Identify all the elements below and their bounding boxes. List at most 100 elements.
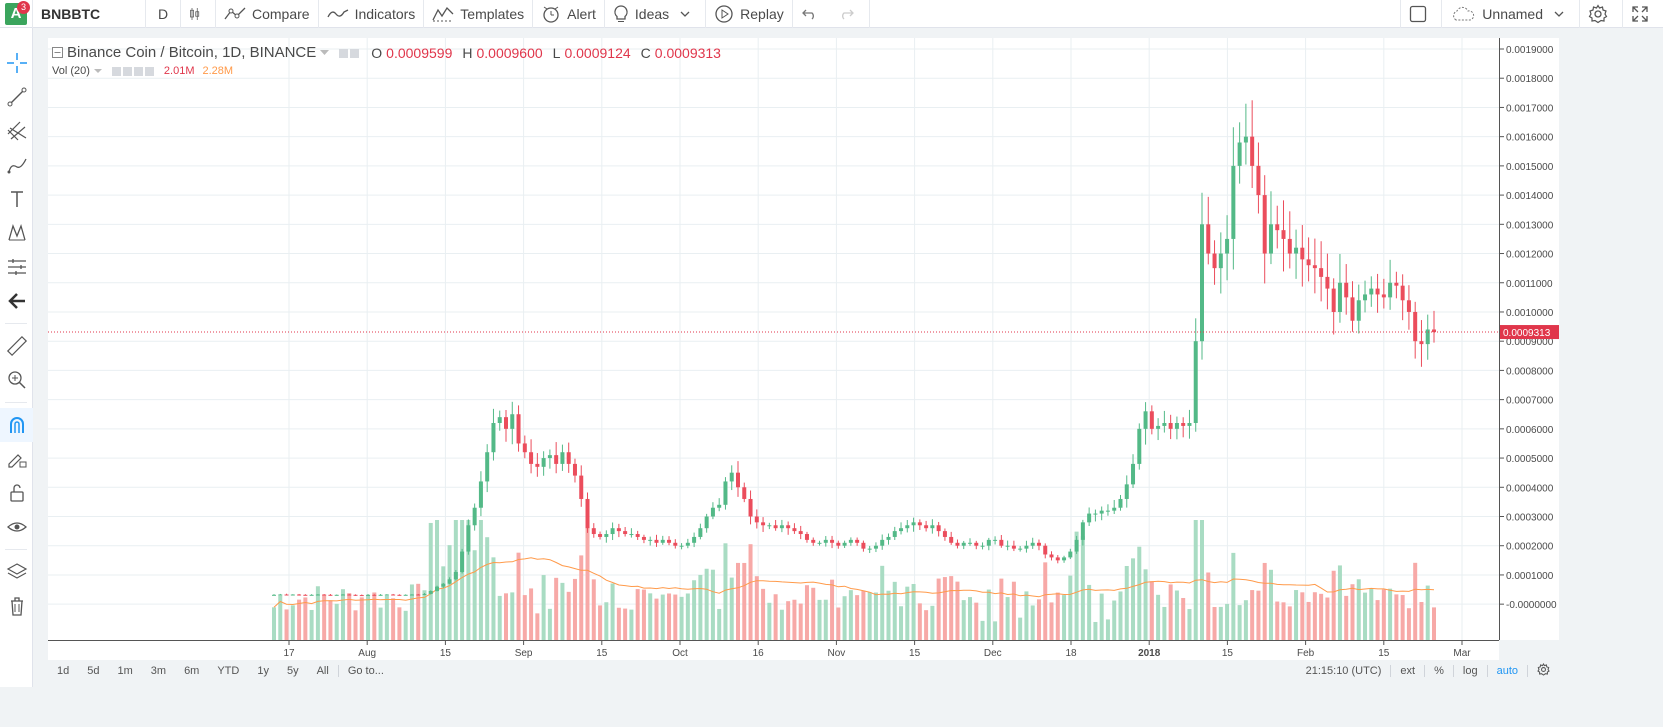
volume-bar [290,605,295,640]
fullscreen-layout-button[interactable] [1400,0,1443,28]
candle-body [1206,224,1211,254]
remove-drawings-tool[interactable] [0,589,33,623]
interval-button[interactable]: D [146,0,181,28]
alarm-clock-icon [543,6,559,23]
indicators-button[interactable]: Indicators [319,0,425,28]
measure-tool[interactable] [0,329,33,363]
price-tick-label: 0.0009000 [1506,337,1554,348]
symbol-search-button[interactable]: BNBBTC [33,0,146,28]
replay-label: Replay [740,5,784,22]
volume-bar [930,605,935,640]
volume-bar [1381,589,1386,640]
volume-bar [366,594,371,640]
range-ytd[interactable]: YTD [217,664,240,677]
candle-body [629,534,634,536]
user-menu-button[interactable]: A 3 [0,0,33,28]
compare-button[interactable]: Compare [216,0,319,28]
volume-bar [1181,597,1186,640]
clock[interactable]: 21:15:10 (UTC) [1305,664,1382,677]
zoom-tool[interactable] [0,363,33,397]
price-scale[interactable]: 0.0019000 0.0018000 0.0017000 0.0016000 0.00… [1499,38,1560,640]
range-3m[interactable]: 3m [150,664,167,677]
log-scale-toggle[interactable]: log [1462,664,1478,677]
candle-body [1344,282,1349,298]
time-axis[interactable]: 17 Aug 15 Sep 15 Oct 16 Nov 15 Dec 18 2018 15 Feb 15 Ma… [48,641,1499,661]
candles-icon [190,7,200,20]
volume-bar [1043,562,1048,640]
last-price-label: 0.0009313 [1503,328,1551,339]
chart-style-button[interactable] [181,0,216,28]
percent-scale-toggle[interactable]: % [1434,664,1444,677]
stay-in-drawing-mode-tool[interactable] [0,442,33,476]
gear-icon [1537,662,1550,676]
volume-bar [767,602,772,640]
range-1d[interactable]: 1d [57,664,70,677]
candle-body [1306,259,1311,266]
legend-actions[interactable] [339,45,361,61]
extended-hours-toggle[interactable]: ext [1400,664,1416,677]
volume-bar [623,608,628,640]
volume-bar [836,607,841,640]
range-1y[interactable]: 1y [257,664,269,677]
volume-value: 2.01M [163,65,195,77]
chevron-down-icon[interactable] [93,68,102,74]
brush-tool[interactable] [0,148,33,182]
range-6m[interactable]: 6m [184,664,200,677]
magnet-tool[interactable] [0,408,33,442]
range-all[interactable]: All [316,664,329,677]
alert-label: Alert [567,5,596,22]
candle-body [861,542,866,549]
range-5d[interactable]: 5d [87,664,100,677]
undo-button[interactable] [793,0,831,28]
candle-body [1187,423,1192,426]
redo-button[interactable] [831,0,870,28]
hide-drawings-tool[interactable] [0,510,33,544]
candle-body [1162,423,1167,426]
fullscreen-button[interactable] [1623,0,1663,28]
indicator-actions[interactable] [111,65,156,77]
lock-drawings-tool[interactable] [0,476,33,510]
trend-line-tool[interactable] [0,80,33,114]
volume-bar [880,565,885,640]
prediction-tool[interactable] [0,250,33,284]
chevron-down-icon[interactable] [320,49,330,56]
hide-toolbar-button[interactable] [0,284,33,318]
candle-body [1080,522,1085,540]
volume-bar [873,592,878,640]
alert-button[interactable]: Alert [533,0,605,28]
collapse-icon[interactable] [52,47,63,58]
pattern-tool[interactable] [0,216,33,250]
chart-pane[interactable]: Binance Coin / Bitcoin, 1D, BINANCE O 0.0… [48,38,1499,640]
candle-body [1181,423,1186,426]
ideas-button[interactable]: Ideas [605,0,707,28]
go-to-button[interactable]: Go to... [347,664,384,677]
templates-button[interactable]: Templates [424,0,534,28]
volume-bar [1256,590,1261,640]
crosshair-tool[interactable] [0,46,33,80]
volume-indicator-label[interactable]: Vol (20) [52,65,90,77]
candle-body [1356,300,1361,321]
price-axis[interactable]: 0.0019000 0.0018000 0.0017000 0.0016000 0.00… [1500,38,1560,640]
range-1m[interactable]: 1m [117,664,133,677]
candle-body [986,539,991,546]
pitchfork-tool[interactable] [0,114,33,148]
object-tree-tool[interactable] [0,555,33,589]
candle-body [1419,341,1424,345]
time-scale[interactable]: 17 Aug 15 Sep 15 Oct 16 Nov 15 Dec 18 2018 15 Feb 15 Ma… [48,640,1499,660]
volume-bar [968,597,972,640]
candle-body [1137,428,1142,464]
candle-body [366,594,371,596]
text-tool[interactable] [0,182,33,216]
volume-bar [585,520,590,640]
settings-button[interactable] [1580,0,1623,28]
volume-bar [736,562,740,640]
layout-menu-button[interactable]: Unnamed [1442,0,1580,28]
candle-body [478,481,483,508]
replay-button[interactable]: Replay [706,0,793,28]
candle-body [598,534,603,537]
range-5y[interactable]: 5y [286,664,299,677]
chart-properties-button[interactable] [1528,662,1559,679]
volume-bar [566,591,571,640]
auto-scale-toggle[interactable]: auto [1496,664,1518,677]
chart-canvas[interactable] [48,38,1499,640]
